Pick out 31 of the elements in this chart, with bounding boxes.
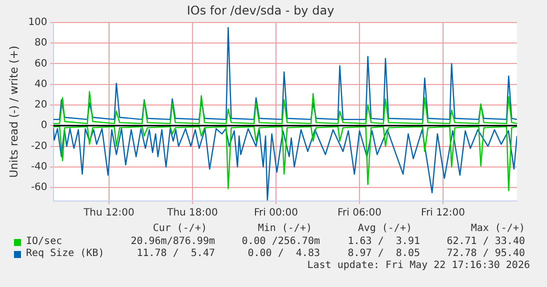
x-tick-label: Thu 18:00 xyxy=(166,208,218,219)
text: 1.63 / 3.91 xyxy=(348,236,420,247)
text: 0.00 /256.70m xyxy=(242,236,320,247)
legend-label: IO/sec xyxy=(26,236,62,247)
text: 8.97 / 8.05 xyxy=(348,248,420,259)
text: Min (-/+) xyxy=(258,223,312,234)
y-tick-label: 0 xyxy=(40,120,48,132)
y-tick-label: -40 xyxy=(30,162,48,173)
x-tick-label: Fri 12:00 xyxy=(421,208,465,219)
x-tick-label: Fri 06:00 xyxy=(338,208,382,219)
text: 11.78 / 5.47 xyxy=(136,248,215,259)
y-axis-title: Units read (-) / write (+) xyxy=(7,46,20,178)
y-tick-label: -60 xyxy=(30,182,48,194)
text: Cur (-/+) xyxy=(152,223,207,234)
x-tick-label: Thu 12:00 xyxy=(82,208,134,219)
text: 0.00 / 4.83 xyxy=(248,248,320,259)
y-tick-label: 20 xyxy=(34,100,48,111)
y-tick-label: 40 xyxy=(34,78,48,90)
y-tick-label: 60 xyxy=(34,58,48,70)
text: 72.78 / 95.40 xyxy=(446,248,525,259)
text: 62.71 / 33.40 xyxy=(446,236,525,247)
legend-label: Req Size (KB) xyxy=(26,248,104,259)
text: 20.96m/876.99m xyxy=(130,236,215,247)
text: Max (-/+) xyxy=(470,223,525,234)
y-tick-label: 80 xyxy=(34,38,48,49)
y-tick-label: -20 xyxy=(30,140,48,152)
x-tick-label: Fri 00:00 xyxy=(254,208,298,219)
text: Avg (-/+) xyxy=(358,223,412,234)
chart-title: IOs for /dev/sda - by day xyxy=(186,3,334,18)
y-tick-label: 100 xyxy=(28,16,48,28)
text: Last update: Fri May 22 17:16:30 2026 xyxy=(307,260,530,271)
